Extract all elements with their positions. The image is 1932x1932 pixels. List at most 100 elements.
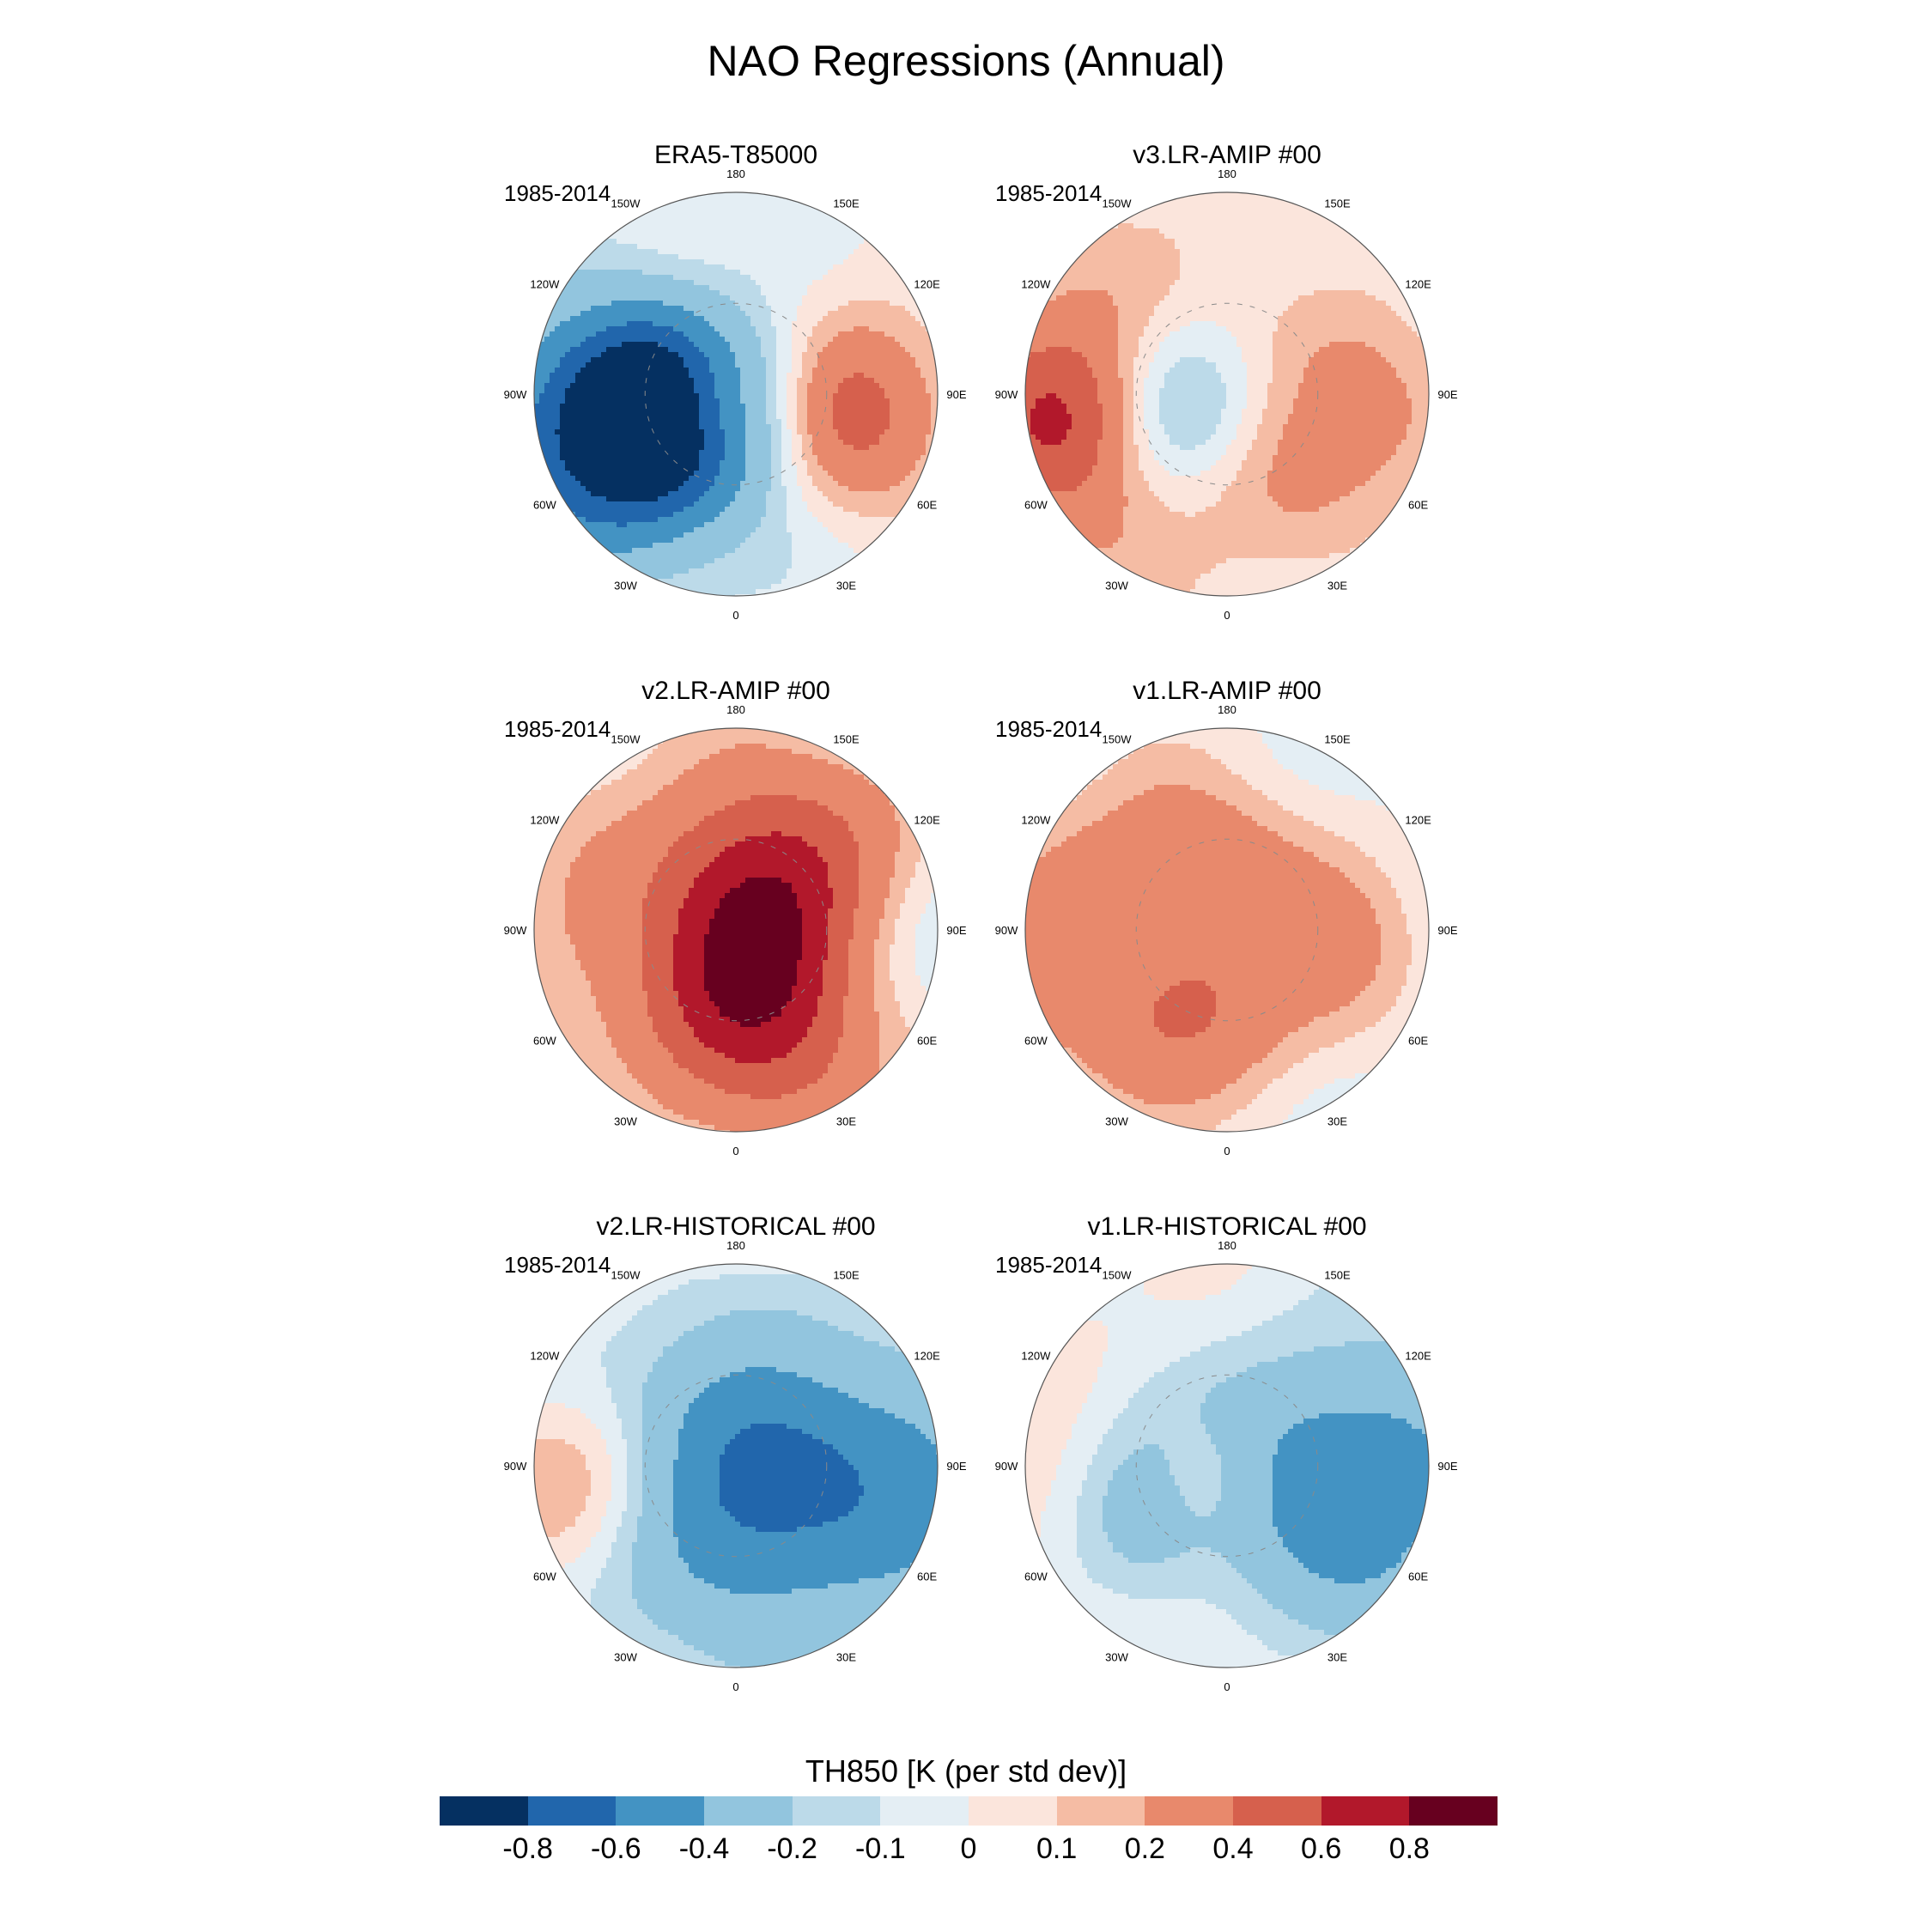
map-border <box>1024 191 1430 597</box>
colorbar-segment <box>792 1796 881 1826</box>
map-border <box>533 727 939 1133</box>
panel-years: 1985-2014 <box>504 716 611 743</box>
map-border <box>533 191 939 597</box>
map-panel-v2-lr-historical: 0 30E 60E 90E 120E 150E 180 150W 120W 90W 60W 30W v… <box>487 1212 985 1693</box>
map-panel-v2-lr-amip: 0 30E 60E 90E 120E 150E 180 150W 120W 90W 60W 30W v… <box>487 677 985 1157</box>
map-border <box>1024 1263 1430 1668</box>
longitude-label: 60W <box>533 1035 556 1048</box>
longitude-label: 0 <box>1224 609 1230 622</box>
coastline <box>1135 1374 1319 1558</box>
longitude-label: 90E <box>1437 924 1457 937</box>
longitude-label: 120E <box>1405 1350 1431 1363</box>
colorbar-segment <box>969 1796 1057 1826</box>
colorbar <box>440 1796 1498 1826</box>
panel-years: 1985-2014 <box>504 1252 611 1279</box>
longitude-label: 0 <box>732 1680 738 1693</box>
longitude-label: 60E <box>917 499 937 512</box>
longitude-label: 120W <box>1021 278 1051 291</box>
anomaly-field <box>1025 1264 1429 1668</box>
colorbar-segment <box>1409 1796 1498 1826</box>
longitude-label: 30E <box>1327 580 1347 592</box>
polar-map: 0 30E 60E 90E 120E 150E 180 150W 120W 90W 60W 30W <box>504 703 967 1157</box>
longitude-label: 60W <box>1024 499 1048 512</box>
colorbar-tick-label: -0.6 <box>591 1832 641 1866</box>
map-panel-v3-lr-amip: 0 30E 60E 90E 120E 150E 180 150W 120W 90W 60W 30W v… <box>978 141 1476 622</box>
panel-title: v2.LR-HISTORICAL #00 <box>487 1212 985 1242</box>
longitude-label: 30W <box>1105 1651 1128 1664</box>
longitude-label: 120E <box>914 1350 940 1363</box>
panel-title: v1.LR-AMIP #00 <box>978 677 1476 706</box>
longitude-label: 150W <box>611 732 641 745</box>
longitude-label: 60E <box>917 1571 937 1583</box>
anomaly-field <box>534 192 938 596</box>
colorbar-segment <box>1321 1796 1410 1826</box>
map-border <box>533 1263 939 1668</box>
longitude-label: 120E <box>914 278 940 291</box>
map-border <box>1024 727 1430 1133</box>
coastline <box>644 838 828 1022</box>
longitude-label: 60W <box>533 1571 556 1583</box>
longitude-label: 180 <box>726 1239 745 1252</box>
longitude-label: 90E <box>1437 1460 1457 1473</box>
colorbar-ticks: -0.8 -0.6 -0.4 -0.2 -0.1 0 0.1 0.2 0.4 0.6 0.8 <box>440 1832 1498 1875</box>
colorbar-segment <box>440 1796 528 1826</box>
colorbar-tick-label: 0.8 <box>1389 1832 1430 1866</box>
panel-title: v3.LR-AMIP #00 <box>978 141 1476 170</box>
longitude-label: 150W <box>611 1268 641 1281</box>
colorbar-segment <box>1233 1796 1321 1826</box>
colorbar-segment <box>527 1796 617 1826</box>
longitude-label: 180 <box>1218 703 1236 716</box>
colorbar-tick-label: -0.1 <box>855 1832 906 1866</box>
longitude-label: 90W <box>504 1460 527 1473</box>
longitude-label: 90E <box>946 1460 966 1473</box>
anomaly-field <box>1025 728 1429 1132</box>
panel-title: v1.LR-HISTORICAL #00 <box>978 1212 1476 1242</box>
longitude-label: 30E <box>1327 1115 1347 1128</box>
longitude-label: 90W <box>995 924 1018 937</box>
longitude-label: 30E <box>1327 1651 1347 1664</box>
colorbar-segment <box>1056 1796 1145 1826</box>
longitude-label: 0 <box>732 609 738 622</box>
colorbar-tick-label: -0.4 <box>679 1832 730 1866</box>
longitude-label: 180 <box>1218 167 1236 180</box>
longitude-label: 0 <box>1224 1145 1230 1157</box>
longitude-label: 90E <box>946 924 966 937</box>
longitude-label: 90W <box>504 388 527 401</box>
longitude-label: 30W <box>614 1115 637 1128</box>
longitude-label: 150E <box>1324 197 1351 210</box>
colorbar-title: TH850 [K (per std dev)] <box>0 1753 1932 1789</box>
longitude-label: 180 <box>726 703 745 716</box>
panel-title: v2.LR-AMIP #00 <box>487 677 985 706</box>
panel-years: 1985-2014 <box>995 1252 1102 1279</box>
colorbar-tick-label: 0.4 <box>1212 1832 1253 1866</box>
longitude-label: 150W <box>1103 732 1133 745</box>
longitude-label: 60W <box>1024 1035 1048 1048</box>
polar-map: 0 30E 60E 90E 120E 150E 180 150W 120W 90W 60W 30W <box>995 1239 1458 1693</box>
longitude-label: 90E <box>946 388 966 401</box>
longitude-label: 60E <box>1408 1035 1428 1048</box>
longitude-label: 90E <box>1437 388 1457 401</box>
map-panel-v1-lr-amip: 0 30E 60E 90E 120E 150E 180 150W 120W 90W 60W 30W v… <box>978 677 1476 1157</box>
figure-title: NAO Regressions (Annual) <box>0 36 1932 86</box>
longitude-label: 120E <box>1405 278 1431 291</box>
colorbar-tick-label: 0.1 <box>1036 1832 1077 1866</box>
longitude-label: 180 <box>1218 1239 1236 1252</box>
longitude-label: 150W <box>1103 197 1133 210</box>
longitude-label: 30W <box>1105 1115 1128 1128</box>
longitude-label: 150E <box>833 1268 860 1281</box>
colorbar-tick-label: 0.6 <box>1301 1832 1341 1866</box>
longitude-label: 120E <box>914 814 940 827</box>
longitude-label: 150E <box>833 197 860 210</box>
coastline <box>1135 838 1319 1022</box>
longitude-label: 30E <box>836 580 856 592</box>
longitude-label: 120W <box>530 1350 560 1363</box>
longitude-label: 180 <box>726 167 745 180</box>
longitude-label: 60W <box>1024 1571 1048 1583</box>
longitude-label: 30W <box>614 1651 637 1664</box>
panel-years: 1985-2014 <box>504 180 611 207</box>
longitude-label: 60E <box>917 1035 937 1048</box>
longitude-label: 120E <box>1405 814 1431 827</box>
longitude-label: 120W <box>1021 1350 1051 1363</box>
longitude-label: 90W <box>504 924 527 937</box>
coastline <box>644 1374 828 1558</box>
